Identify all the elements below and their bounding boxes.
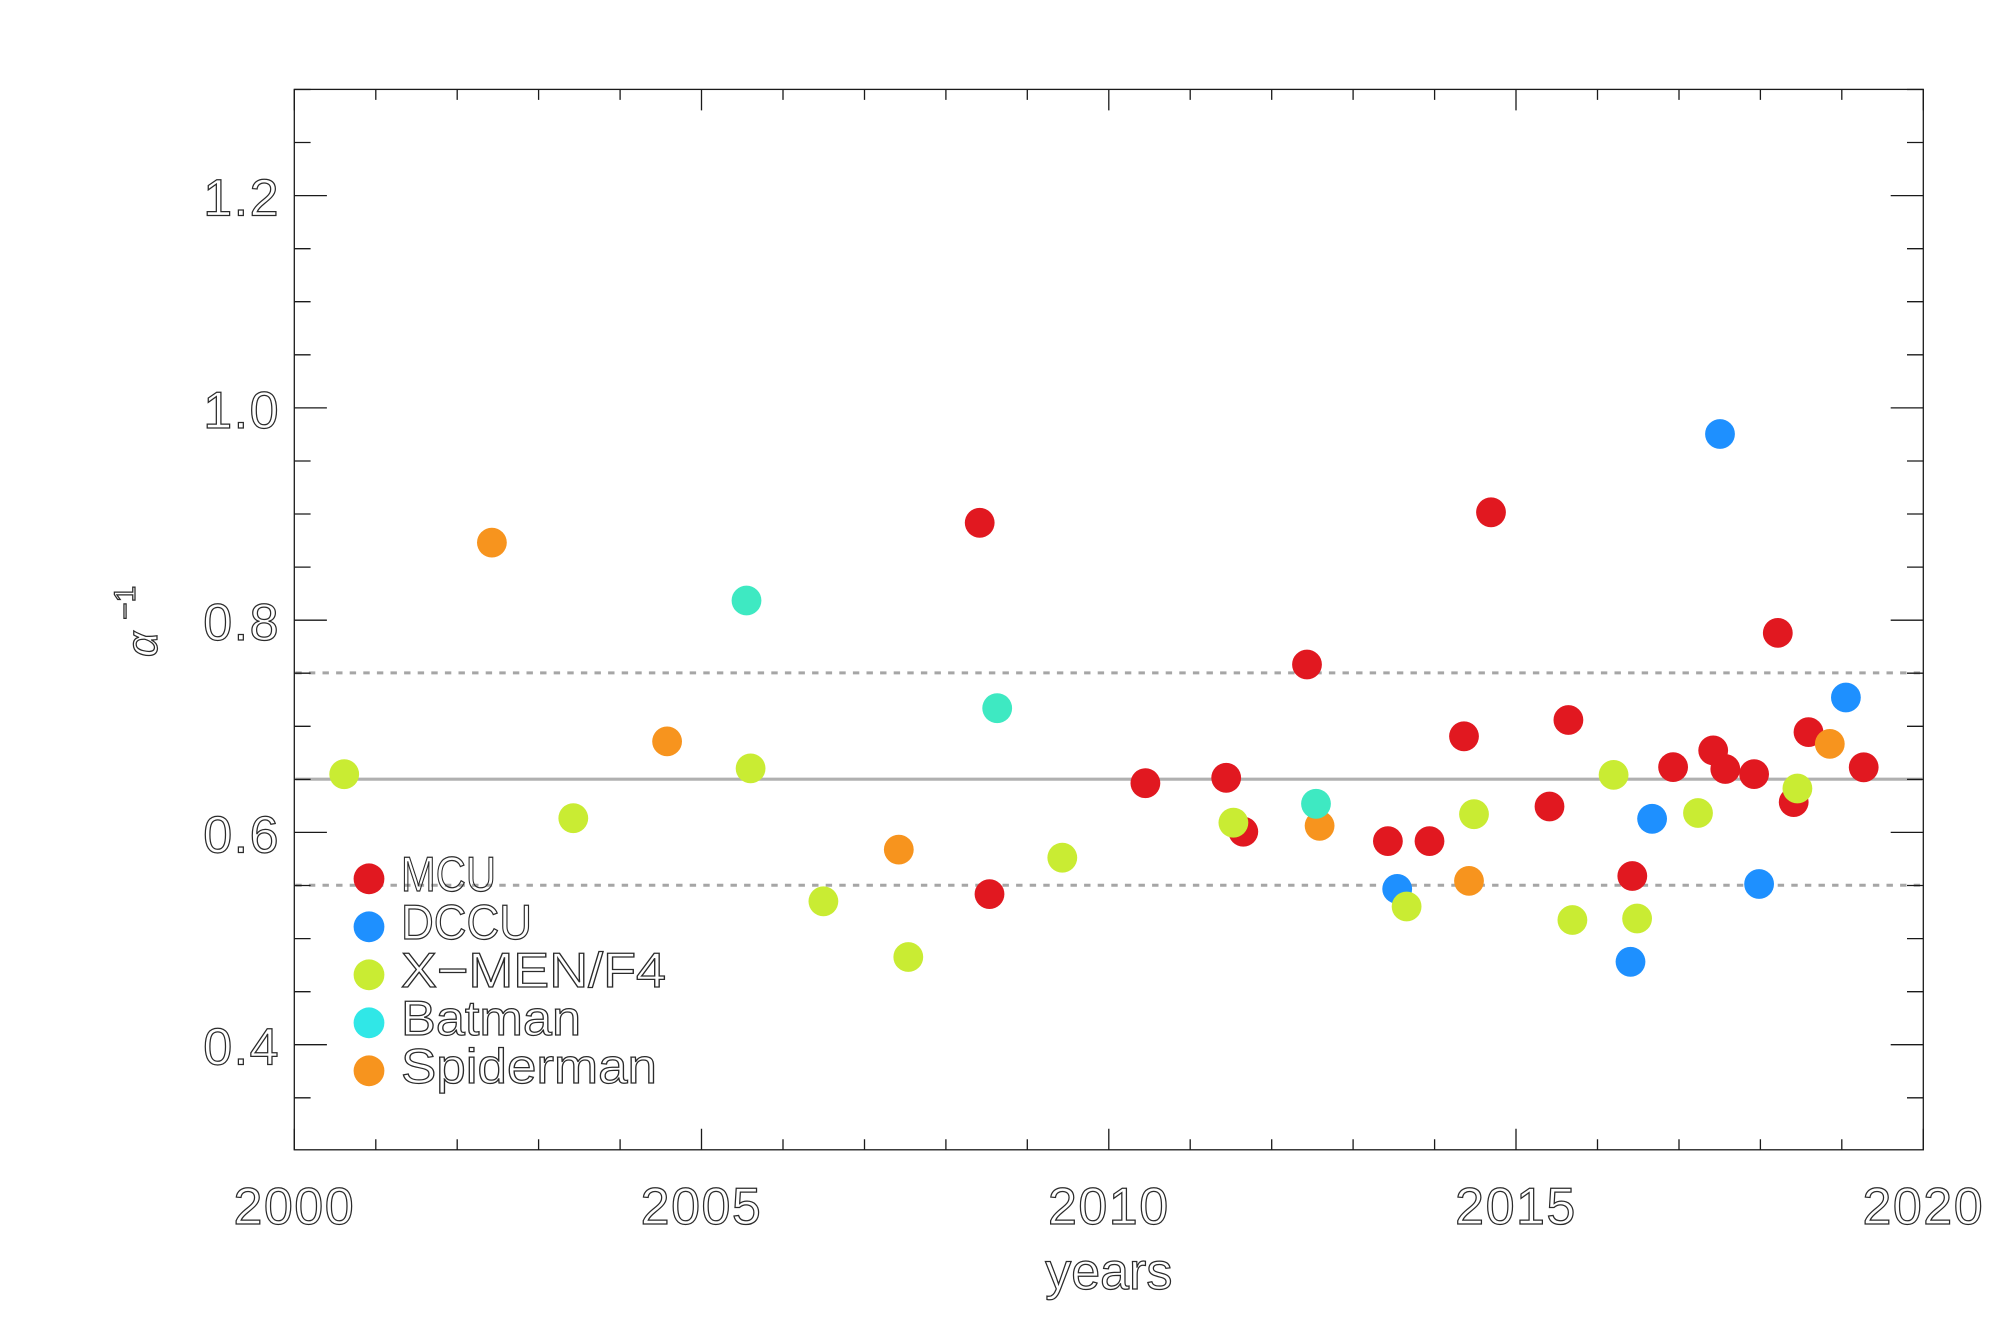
svg-text:MCU: MCU (401, 848, 496, 902)
svg-text:2005: 2005 (641, 1178, 763, 1236)
svg-text:Spiderman: Spiderman (401, 1040, 657, 1094)
svg-text:Batman: Batman (401, 992, 581, 1046)
svg-text:0.6: 0.6 (203, 806, 280, 864)
svg-text:DCCU: DCCU (401, 896, 532, 950)
svg-text:1.2: 1.2 (203, 170, 280, 228)
svg-text:2000: 2000 (233, 1178, 355, 1236)
svg-text:1.0: 1.0 (203, 382, 280, 440)
svg-text:0.8: 0.8 (203, 594, 280, 652)
svg-text:α−1: α−1 (109, 586, 167, 657)
svg-text:2015: 2015 (1455, 1178, 1577, 1236)
svg-text:2020: 2020 (1862, 1178, 1984, 1236)
svg-text:years: years (1045, 1243, 1172, 1301)
svg-text:X−MEN/F4: X−MEN/F4 (401, 944, 666, 998)
svg-text:2010: 2010 (1048, 1178, 1170, 1236)
svg-text:0.4: 0.4 (203, 1019, 280, 1077)
